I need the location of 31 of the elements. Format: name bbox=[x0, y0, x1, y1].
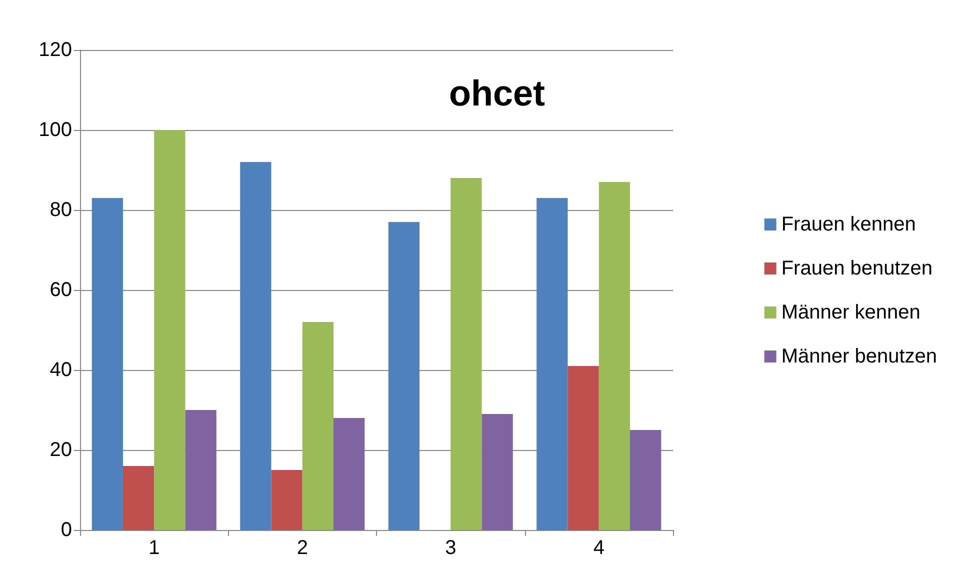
legend-label: Männer benutzen bbox=[781, 346, 938, 368]
bar bbox=[334, 418, 365, 530]
bar bbox=[154, 130, 186, 530]
legend-label: Frauen kennen bbox=[781, 214, 916, 236]
y-tick-label: 0 bbox=[60, 519, 72, 541]
bar bbox=[240, 162, 272, 530]
bar bbox=[450, 178, 482, 530]
bar bbox=[388, 222, 420, 530]
y-tick-label: 80 bbox=[50, 199, 72, 221]
y-tick-label: 100 bbox=[38, 119, 72, 141]
y-tick-label: 60 bbox=[50, 279, 72, 301]
legend-label: Frauen benutzen bbox=[781, 258, 933, 280]
bar bbox=[185, 410, 216, 530]
x-tick-label: 3 bbox=[445, 537, 456, 559]
y-tick-label: 120 bbox=[38, 39, 72, 61]
x-tick-label: 4 bbox=[593, 537, 604, 559]
bar bbox=[302, 322, 334, 530]
bar bbox=[568, 366, 599, 530]
text: ohcet bbox=[448, 72, 546, 114]
bar bbox=[92, 198, 123, 530]
bar bbox=[271, 470, 302, 530]
x-tick-label: 1 bbox=[148, 537, 160, 559]
bar bbox=[122, 466, 154, 530]
x-tick-label: 2 bbox=[296, 537, 308, 559]
bar bbox=[630, 430, 662, 530]
bar bbox=[598, 182, 630, 530]
y-tick-label: 40 bbox=[50, 359, 72, 381]
bar bbox=[482, 414, 513, 530]
y-tick-label: 20 bbox=[50, 439, 72, 461]
legend-label: Männer kennen bbox=[781, 302, 920, 324]
bar bbox=[536, 198, 568, 530]
